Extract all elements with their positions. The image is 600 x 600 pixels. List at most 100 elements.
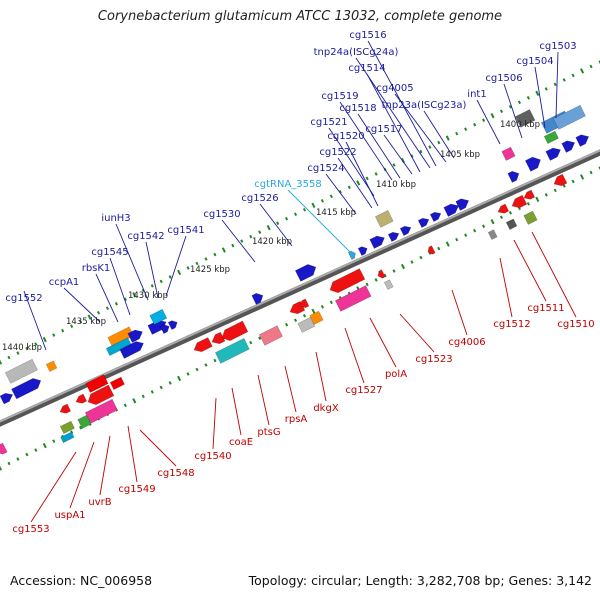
tick-mark xyxy=(258,336,262,340)
gene-label: cg1526 xyxy=(241,193,278,204)
gene-label: cg1510 xyxy=(557,319,594,330)
tick-mark xyxy=(25,346,29,351)
tick-mark xyxy=(437,140,441,145)
label-connector xyxy=(513,239,547,302)
gene-label: cgtRNA_3558 xyxy=(254,179,322,190)
label-connector xyxy=(95,273,119,323)
tick-mark xyxy=(0,359,3,365)
gene-block xyxy=(505,218,518,231)
map-title: Corynebacterium glutamicum ATCC 13032, c… xyxy=(97,9,503,24)
reverse-gene-arrow xyxy=(427,245,436,255)
label-connector xyxy=(257,374,270,426)
gene-label: rbsK1 xyxy=(82,263,111,274)
label-connector xyxy=(127,425,138,483)
tick-mark xyxy=(589,64,593,69)
label-connector xyxy=(355,57,431,169)
gene-block xyxy=(374,209,394,228)
upper-tick-row xyxy=(0,60,600,365)
tick-mark xyxy=(455,131,459,136)
gene-label: cg4006 xyxy=(448,337,485,348)
tick-mark xyxy=(204,257,208,261)
tick-mark xyxy=(535,90,540,97)
tick-mark xyxy=(598,60,600,64)
label-connector xyxy=(287,189,353,255)
forward-gene-arrow xyxy=(119,341,144,359)
tick-mark xyxy=(365,176,369,181)
gene-label: cg1540 xyxy=(194,451,231,462)
tick-mark xyxy=(168,275,172,279)
tick-mark xyxy=(132,292,137,298)
tick-mark xyxy=(320,199,324,203)
tick-mark xyxy=(293,212,298,217)
gene-block xyxy=(77,414,92,429)
forward-gene-arrow xyxy=(159,324,170,335)
tick-mark xyxy=(329,300,333,305)
tick-mark xyxy=(159,385,163,390)
label-connector xyxy=(476,99,501,145)
tick-mark xyxy=(249,234,253,239)
tick-mark xyxy=(70,324,74,328)
tick-mark xyxy=(517,100,521,105)
tick-mark xyxy=(285,322,289,327)
tick-mark xyxy=(374,278,378,282)
gene-block xyxy=(60,431,75,444)
gene-block xyxy=(501,146,516,161)
forward-gene-arrow xyxy=(455,198,470,211)
gene-label: cg1553 xyxy=(12,524,49,535)
label-connector xyxy=(366,73,421,173)
reverse-gene-arrow xyxy=(329,268,366,294)
gene-label: cg1527 xyxy=(345,385,382,396)
tick-mark xyxy=(213,358,217,363)
tick-mark xyxy=(445,135,450,141)
label-connector xyxy=(23,290,47,351)
gene-label: tnp24a(ISCg24a) xyxy=(314,47,399,58)
gene-block xyxy=(543,130,559,145)
gene-block xyxy=(523,210,538,225)
forward-gene-arrow xyxy=(11,378,42,400)
gene-label: cg1523 xyxy=(415,354,452,365)
tick-mark xyxy=(177,375,182,382)
kbp-scale-label: 1415 kbp xyxy=(316,208,356,218)
label-connector xyxy=(99,435,111,496)
tick-mark xyxy=(571,73,575,78)
gene-label: cg1503 xyxy=(539,41,576,52)
forward-gene-arrow xyxy=(357,246,368,257)
backbone-highlight xyxy=(0,149,600,423)
tick-mark xyxy=(79,425,83,430)
label-connector xyxy=(357,113,401,179)
reverse-gene-arrow xyxy=(299,298,310,309)
label-connector xyxy=(284,365,297,413)
forward-gene-arrow xyxy=(251,292,264,305)
gene-label: ptsG xyxy=(257,427,280,438)
tick-mark xyxy=(473,122,477,127)
label-connector xyxy=(399,313,435,353)
kbp-scale-label: 1405 kbp xyxy=(440,150,480,160)
forward-gene-arrow xyxy=(507,170,520,183)
forward-gene-arrow xyxy=(167,320,178,331)
tick-mark xyxy=(52,333,56,337)
gene-label: cg1512 xyxy=(493,319,530,330)
gene-block xyxy=(4,358,38,384)
label-connector xyxy=(145,241,159,299)
tick-mark xyxy=(410,260,414,264)
tick-mark xyxy=(42,336,47,343)
label-connector xyxy=(394,93,447,163)
tick-mark xyxy=(123,403,127,408)
label-connector xyxy=(369,317,397,368)
gene-label: polA xyxy=(385,369,407,380)
reverse-gene-arrow xyxy=(87,384,115,406)
tick-mark xyxy=(464,233,468,237)
tick-track xyxy=(0,60,600,471)
label-connector xyxy=(221,219,256,263)
forward-gene-arrow xyxy=(545,147,561,161)
tick-mark xyxy=(105,306,110,311)
gene-block xyxy=(214,337,250,364)
label-connector xyxy=(212,397,217,450)
label-connector xyxy=(503,83,523,139)
forward-gene-arrow xyxy=(369,235,385,249)
tick-mark xyxy=(419,149,423,154)
tick-mark xyxy=(150,284,154,288)
tick-mark xyxy=(589,170,593,175)
